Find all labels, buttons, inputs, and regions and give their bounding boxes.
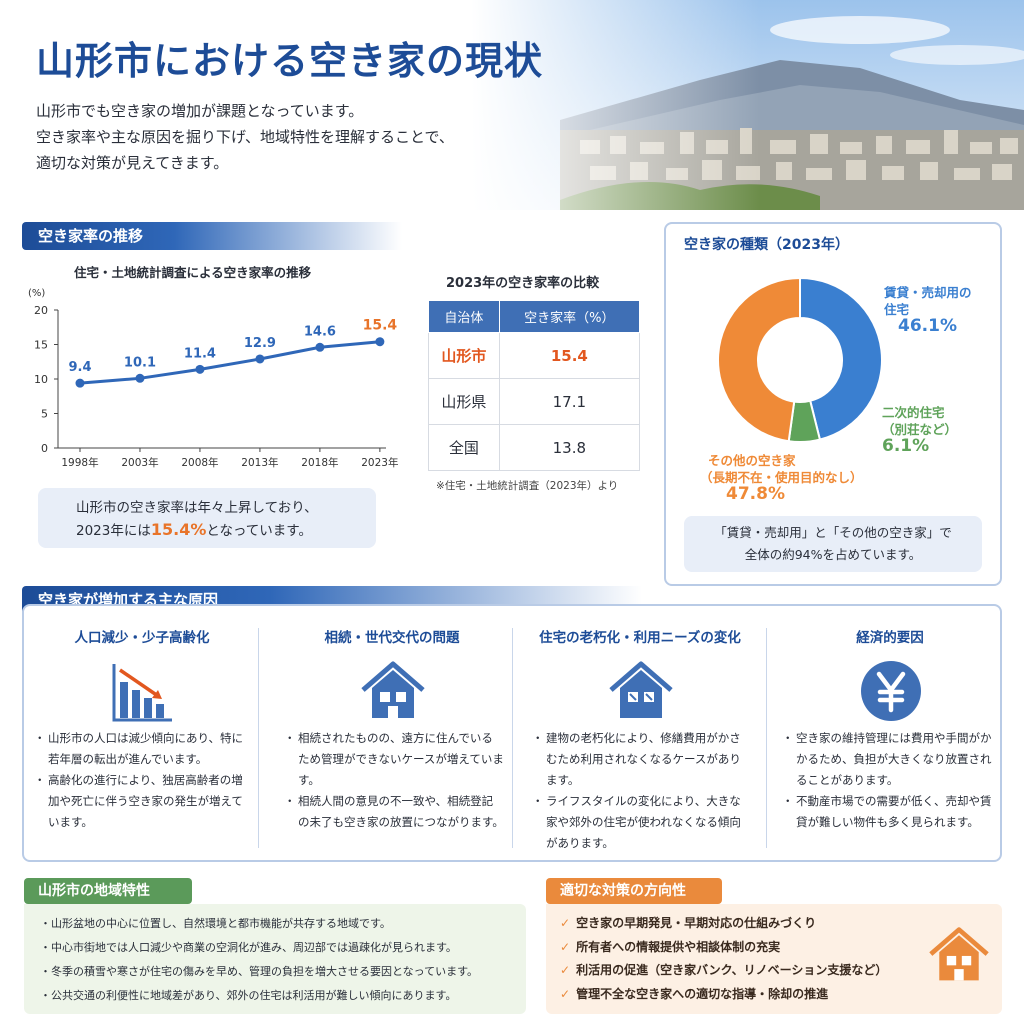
declining-chart-icon [112, 664, 172, 722]
list-item: ✓ 管理不全な空き家への適切な指導・除却の推進 [560, 986, 829, 1001]
check-icon: ✓ [560, 939, 571, 954]
check-icon: ✓ [560, 916, 571, 930]
list-item: 建物の老朽化により、修繕費用がかさむため利用されなくなるケースがあります。 [532, 728, 752, 791]
region-box: 山形盆地の中心に位置し、自然環境と都市機能が共存する地域です。 中心市街地では人… [24, 904, 526, 1014]
data-label: 9.4 [68, 360, 91, 375]
data-point [195, 364, 205, 374]
slice-label-other: その他の空き家 （長期不在・使用目的なし） 47.8% [700, 453, 863, 504]
measures-header: 適切な対策の方向性 [546, 878, 722, 904]
cause-card-inheritance: 相続・世代交代の問題 相続されたものの、遠方に住んでいるため管理ができないケース… [272, 612, 512, 858]
cause-card-population: 人口減少・少子高齢化 山形市の人口は減少傾向にあり、特に若年層の転出が進んでいま… [22, 612, 262, 858]
list-item: 相続人間の意見の不一致や、相続登記の未了も空き家の放置につながります。 [284, 791, 504, 833]
cause-bullets: 建物の老朽化により、修繕費用がかさむため利用されなくなるケースがあります。 ライ… [532, 728, 752, 854]
list-item: 不動産市場での需要が低く、売却や賃貸が難しい物件も多く見られます。 [782, 791, 1002, 833]
table-row: 山形県 17.1 [428, 378, 641, 425]
y-tick-label: 0 [41, 442, 48, 455]
list-item: 冬季の積雪や寒さが住宅の傷みを早め、管理の負担を増大させる要因となっています。 [40, 960, 526, 984]
list-item: 公共交通の利便性に地域差があり、郊外の住宅は利活用が難しい傾向にあります。 [40, 984, 526, 1008]
section-header-trend: 空き家率の推移 [22, 222, 402, 250]
slice-label-secondary: 二次的住宅 （別荘など） 6.1% [882, 405, 958, 456]
y-tick-label: 10 [34, 373, 48, 386]
data-label: 15.4 [363, 318, 398, 334]
divider [512, 628, 513, 848]
list-item: 相続されたものの、遠方に住んでいるため管理ができないケースが増えています。 [284, 728, 504, 791]
x-tick-label: 2008年 [181, 456, 218, 469]
cause-bullets: 相続されたものの、遠方に住んでいるため管理ができないケースが増えています。 相続… [284, 728, 504, 833]
table-header-row: 自治体 空き家率（%） [428, 300, 641, 333]
chart-title: 住宅・土地統計調査による空き家率の推移 [74, 265, 312, 280]
hero-banner: 山形市における空き家の現状 山形市でも空き家の増加が課題となっています。 空き家… [0, 0, 1024, 210]
list-item: ✓ 利活用の促進（空き家バンク、リノベーション支援など） [560, 963, 888, 977]
column-header: 自治体 [428, 300, 500, 333]
donut-slice-other [717, 276, 801, 443]
cause-title: 経済的要因 [856, 630, 924, 646]
data-label: 12.9 [244, 336, 276, 351]
highlight-rate: 15.4% [150, 520, 207, 539]
y-tick-label: 20 [34, 304, 48, 317]
list-item: ✓ 空き家の早期発見・早期対応の仕組みづくり [560, 916, 817, 930]
list-item: 高齢化の進行により、独居高齢者の増加や死亡に伴う空き家の発生が増えています。 [34, 770, 254, 833]
types-note: 「賃貸・売却用」と「その他の空き家」で 全体の約94%を占めています。 [684, 516, 982, 572]
cause-card-economic: 経済的要因 空き家の維持管理には費用や手間がかかるため、負担が大きくなり放置され… [770, 612, 1010, 858]
cause-bullets: 山形市の人口は減少傾向にあり、特に若年層の転出が進んでいます。 高齢化の進行によ… [34, 728, 254, 833]
donut-slice-rental [799, 276, 883, 441]
list-item: 空き家の維持管理には費用や手間がかかるため、負担が大きくなり放置されることがあり… [782, 728, 1002, 791]
cause-bullets: 空き家の維持管理には費用や手間がかかるため、負担が大きくなり放置されることがあり… [782, 728, 1002, 833]
slice-label-rental: 賃貸・売却用の 住宅 46.1% [884, 285, 972, 336]
measures-box: ✓ 空き家の早期発見・早期対応の仕組みづくり ✓ 所有者への情報提供や相談体制の充実… [546, 904, 1002, 1014]
list-item: 中心市街地では人口減少や商業の空洞化が進み、周辺部では過疎化が見られます。 [40, 936, 526, 960]
types-title: 空き家の種類（2023年） [684, 237, 849, 253]
x-tick-label: 2013年 [241, 456, 278, 469]
x-tick-label: 2023年 [361, 456, 398, 469]
divider [258, 628, 259, 848]
y-axis-label: (%) [28, 288, 45, 299]
donut-chart [717, 276, 883, 443]
check-icon: ✓ [560, 986, 571, 1001]
data-point [255, 354, 265, 364]
data-label: 14.6 [304, 324, 336, 339]
list-item: 山形盆地の中心に位置し、自然環境と都市機能が共存する地域です。 [40, 912, 526, 936]
data-point [75, 378, 85, 388]
series-line [79, 340, 381, 385]
lead-text: 山形市でも空き家の増加が課題となっています。 空き家率や主な原因を掘り下げ、地域… [36, 102, 454, 172]
compare-table: 自治体 空き家率（%） 山形市 15.4 山形県 17.1 全国 13.8 [428, 300, 641, 471]
list-item: 山形市の人口は減少傾向にあり、特に若年層の転出が進んでいます。 [34, 728, 254, 770]
house-icon [929, 927, 989, 981]
cause-card-aging-house: 住宅の老朽化・利用ニーズの変化 建物の老朽化により、修繕費用がかさむため利用され… [520, 612, 760, 858]
yen-icon [861, 661, 921, 721]
line-chart: 住宅・土地統計調査による空き家率の推移 (%) 0 5 10 15 20 1998年 2003… [22, 262, 402, 482]
line-chart-svg: (%) 0 5 10 15 20 1998年 2003年 2008年 2013年 2018年 2023… [28, 288, 398, 469]
cause-title: 住宅の老朽化・利用ニーズの変化 [539, 630, 741, 646]
table-row: 山形市 15.4 [428, 332, 641, 379]
x-tick-label: 1998年 [61, 456, 98, 469]
page-title: 山形市における空き家の現状 [36, 39, 544, 83]
y-tick-label: 5 [41, 408, 48, 421]
cause-title: 人口減少・少子高齢化 [74, 630, 210, 646]
check-icon: ✓ [560, 963, 571, 977]
column-header: 空き家率（%） [498, 300, 641, 333]
data-label: 11.4 [184, 346, 216, 361]
data-point [375, 337, 385, 347]
table-source-note: ※住宅・土地統計調査（2023年）より [436, 480, 619, 492]
trend-note: 山形市の空き家率は年々上昇しており、 2023年には15.4%となっています。 [38, 488, 376, 548]
list-item: ✓ 所有者への情報提供や相談体制の充実 [560, 939, 781, 954]
data-point [135, 373, 145, 383]
y-tick-label: 15 [34, 339, 48, 352]
house-icon [361, 661, 425, 718]
region-header: 山形市の地域特性 [24, 878, 192, 904]
old-house-icon [609, 661, 673, 718]
data-point [315, 342, 325, 352]
table-row: 全国 13.8 [428, 424, 641, 471]
compare-table-title: 2023年の空き家率の比較 [446, 276, 600, 291]
cause-title: 相続・世代交代の問題 [324, 630, 460, 646]
x-tick-label: 2003年 [121, 456, 158, 469]
data-label: 10.1 [124, 355, 156, 370]
list-item: ライフスタイルの変化により、大きな家や郊外の住宅が使われなくなる傾向があります。 [532, 791, 752, 854]
divider [766, 628, 767, 848]
x-tick-label: 2018年 [301, 456, 338, 469]
